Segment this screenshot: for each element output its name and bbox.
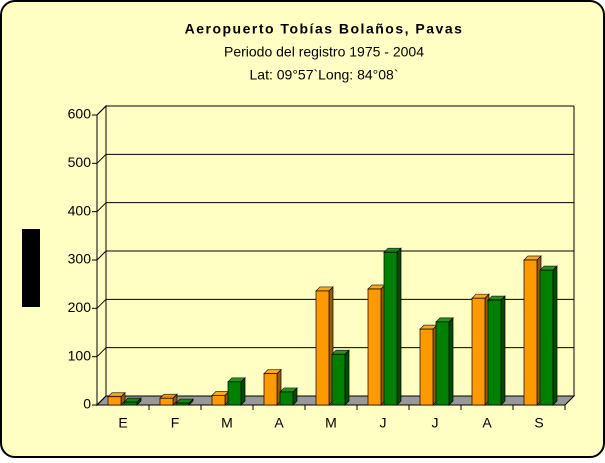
grid-diag	[96, 250, 107, 261]
bar-side	[240, 376, 246, 406]
bar-side	[552, 265, 558, 406]
grid-diag	[96, 298, 107, 309]
bar	[107, 396, 122, 406]
bar	[419, 328, 434, 406]
bar	[123, 401, 138, 406]
bar	[279, 391, 294, 406]
bar	[263, 373, 278, 406]
bar	[539, 269, 554, 406]
y-tick-label: 500	[68, 154, 92, 170]
bar	[471, 297, 486, 406]
bar	[435, 321, 450, 406]
bar	[487, 299, 502, 406]
chart-subtitle: Periodo del registro 1975 - 2004	[224, 44, 424, 60]
y-tick-label: 200	[68, 299, 92, 315]
bar	[367, 288, 382, 406]
grid-diag	[96, 153, 107, 164]
x-tick-label: J	[432, 415, 439, 431]
y-tick-label: 100	[68, 347, 92, 363]
bar	[211, 394, 226, 406]
x-tick-label: F	[171, 415, 180, 431]
bar-side	[500, 295, 506, 406]
x-tick-label: J	[380, 415, 387, 431]
chart-title: Aeropuerto Tobías Bolaños, Pavas	[185, 21, 464, 37]
annotation: Lat: 09°57`Long: 84°08`	[250, 67, 399, 83]
bar	[331, 353, 346, 406]
bar-side	[396, 247, 402, 406]
redacted-label	[22, 229, 40, 307]
x-tick-label: S	[534, 415, 543, 431]
x-tick-label: A	[274, 415, 284, 431]
bar-side	[448, 317, 454, 406]
x-tick-label: M	[325, 415, 337, 431]
x-tick-label: A	[482, 415, 492, 431]
grid-diag	[96, 202, 107, 213]
bar	[383, 251, 398, 406]
x-tick-label: M	[221, 415, 233, 431]
bar	[175, 402, 190, 406]
bar	[523, 259, 538, 406]
bar-side	[344, 349, 350, 406]
y-tick-label: 300	[68, 251, 92, 267]
grid-diag	[96, 347, 107, 358]
x-tick-label: E	[118, 415, 127, 431]
y-tick-label: 0	[83, 396, 91, 412]
bar	[159, 397, 174, 406]
bar	[315, 290, 330, 406]
y-tick-label: 400	[68, 202, 92, 218]
grid-diag	[96, 395, 107, 406]
bar	[227, 381, 242, 406]
y-tick-label: 600	[68, 106, 92, 122]
grid-diag	[96, 105, 107, 116]
